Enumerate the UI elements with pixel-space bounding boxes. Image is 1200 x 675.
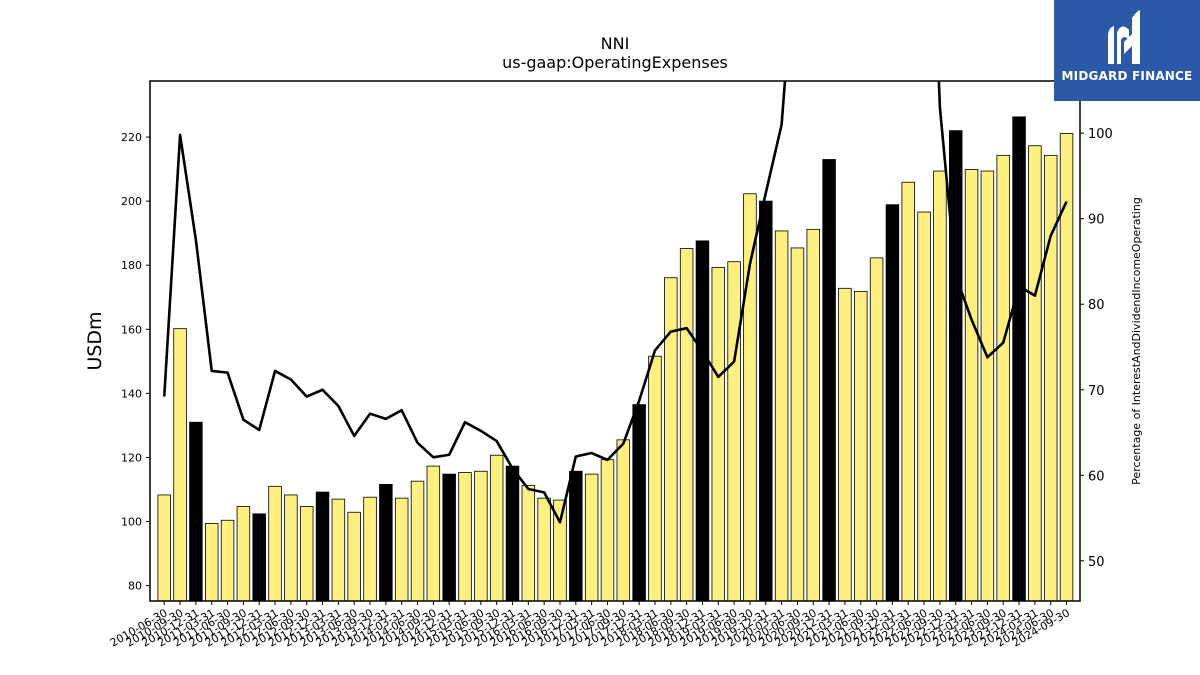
y-tick-label: 140: [121, 387, 142, 400]
y2-tick-label: 60: [1088, 469, 1105, 484]
bar-2020-06-30: [790, 247, 805, 601]
bar-2012-09-30: [299, 506, 314, 601]
bar-2013-06-30: [347, 511, 361, 601]
bar-2015-03-31: [458, 472, 472, 601]
bar-2017-09-30: [616, 439, 631, 601]
y2-tick-label: 80: [1088, 298, 1105, 313]
bar-2022-12-31: [949, 130, 963, 601]
bar-2011-12-31: [252, 513, 266, 601]
bar-2016-03-31: [521, 484, 536, 601]
bar-2015-09-30: [489, 454, 504, 601]
bar-2017-12-31: [632, 404, 646, 601]
chart-title: NNI: [601, 34, 630, 53]
y-tick-label: 180: [121, 259, 142, 272]
bar-2017-03-31: [584, 473, 599, 601]
bar-2012-03-31: [268, 485, 282, 601]
y-tick-label: 120: [121, 451, 142, 464]
y-tick-label: 80: [128, 580, 142, 593]
bar-2016-12-31: [569, 470, 583, 601]
y2-tick-label: 50: [1088, 555, 1105, 570]
y2-tick-label: 70: [1088, 384, 1105, 399]
bar-2010-12-31: [189, 421, 203, 601]
brand-name: MIDGARD FINANCE: [1061, 69, 1193, 83]
chart-subtitle: us-gaap:OperatingExpenses: [502, 53, 728, 72]
bar-2011-09-30: [236, 506, 251, 601]
y2-axis-label: Percentage of InterestAndDividendIncomeO…: [1130, 197, 1143, 485]
y-tick-label: 160: [121, 323, 142, 336]
bar-2021-03-31: [838, 287, 852, 601]
bar-2022-03-31: [901, 181, 915, 601]
bar-2021-06-30: [854, 291, 868, 601]
bar-2019-03-31: [711, 267, 726, 601]
bar-2023-12-31: [1012, 116, 1026, 601]
bar-2015-12-31: [505, 465, 520, 601]
bar-2018-09-30: [679, 248, 694, 601]
bar-2014-06-30: [410, 480, 425, 601]
bar-2010-09-30: [173, 328, 187, 601]
bar-2011-06-30: [220, 519, 235, 601]
bar-2019-06-30: [727, 261, 741, 601]
bar-2014-09-30: [426, 465, 441, 601]
bar-2020-12-31: [822, 159, 836, 601]
bar-2021-09-30: [869, 257, 884, 601]
bar-2020-03-31: [774, 230, 789, 601]
brand-logo: MIDGARD FINANCE: [1054, 0, 1200, 101]
bar-2013-12-31: [379, 483, 393, 601]
bar-2024-03-31: [1028, 145, 1042, 601]
bar-2018-12-31: [695, 240, 710, 601]
y-tick-label: 200: [121, 195, 142, 208]
bar-2012-06-30: [284, 494, 298, 601]
bar-2014-12-31: [442, 473, 456, 601]
bar-2023-09-30: [996, 154, 1010, 601]
bar-2012-12-31: [315, 491, 330, 601]
bar-2020-09-30: [806, 228, 821, 601]
bar-2015-06-30: [474, 470, 488, 601]
y-axis-label: USDm: [84, 311, 106, 370]
line-group: [162, 81, 1068, 524]
bar-2016-06-30: [537, 497, 551, 601]
bar-2018-06-30: [664, 277, 678, 601]
y-tick-label: 220: [121, 131, 142, 144]
bar-2013-03-31: [331, 498, 346, 601]
bar-2013-09-30: [363, 496, 377, 601]
bar-2019-12-31: [759, 200, 773, 601]
bar-2017-06-30: [600, 459, 615, 601]
bar-2021-12-31: [885, 204, 900, 601]
bar-2011-03-31: [204, 523, 219, 601]
y2-tick-label: 90: [1088, 213, 1105, 228]
bar-2023-03-31: [964, 169, 979, 601]
bar-2019-09-30: [743, 193, 757, 601]
bar-2018-03-31: [648, 355, 662, 601]
axes-group: 8010012014016018020022050607080901002010…: [108, 80, 1113, 650]
bar-2022-06-30: [917, 211, 931, 601]
bar-2023-06-30: [980, 170, 995, 601]
y-tick-label: 100: [121, 516, 142, 529]
bar-2010-06-30: [157, 494, 171, 601]
bar-2022-09-30: [933, 170, 947, 601]
bars-group: [157, 116, 1074, 601]
bar-2014-03-31: [394, 497, 409, 601]
brand-mark-icon: [1108, 10, 1140, 65]
plot-frame: [149, 80, 1081, 602]
ratio-line: [162, 81, 1068, 524]
y2-tick-label: 100: [1088, 127, 1113, 142]
bar-2024-06-30: [1043, 154, 1058, 601]
